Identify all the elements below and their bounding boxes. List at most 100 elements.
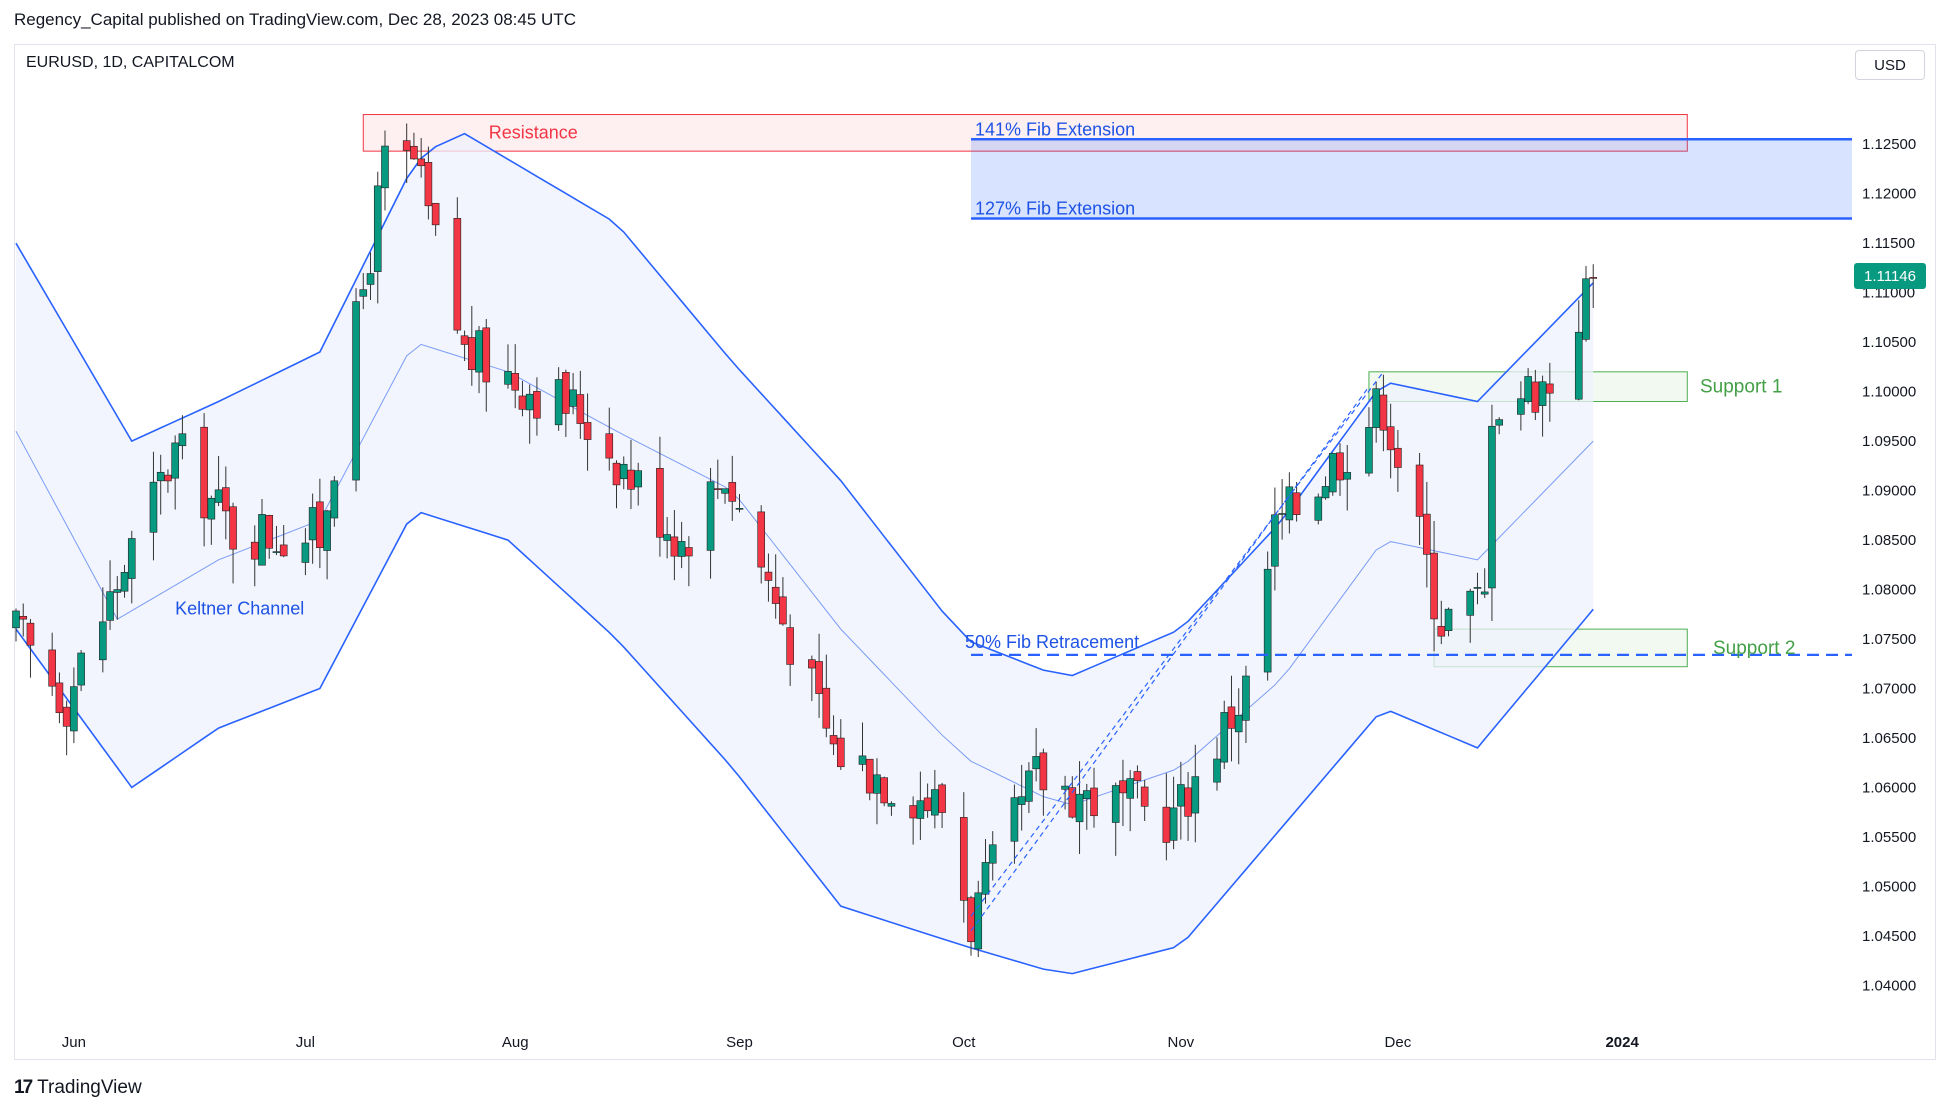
candle-body xyxy=(1379,394,1388,431)
candle-body xyxy=(460,335,469,345)
axes: 1.125001.120001.115001.110001.105001.100… xyxy=(62,136,1916,1051)
candle-body xyxy=(214,489,223,503)
x-tick-label: 2024 xyxy=(1605,1034,1639,1051)
candle-body xyxy=(605,433,614,459)
candle-body xyxy=(316,501,324,549)
x-tick-label: Oct xyxy=(952,1034,976,1051)
candle-body xyxy=(511,373,520,391)
candle-body xyxy=(771,586,780,604)
fib-extension-zone xyxy=(971,139,1852,219)
candle-body xyxy=(431,202,440,226)
candle-body xyxy=(1444,608,1453,631)
candle-body xyxy=(1394,447,1402,468)
candle-body xyxy=(627,469,635,490)
candle-body xyxy=(1582,278,1590,340)
candle-body xyxy=(1336,452,1344,481)
candle-body xyxy=(164,474,172,482)
candle-body xyxy=(19,616,28,620)
candle-body xyxy=(99,621,107,661)
keltner-label: Keltner Channel xyxy=(175,598,304,618)
candle-body xyxy=(12,610,20,629)
candle-body xyxy=(222,487,230,512)
symbol-title: EURUSD, 1D, CAPITALCOM xyxy=(26,54,235,71)
candle-body xyxy=(931,789,939,816)
candle-body xyxy=(525,393,534,411)
candle-body xyxy=(265,515,274,549)
y-tick-label: 1.09000 xyxy=(1862,483,1916,500)
candle-body xyxy=(677,541,686,557)
candle-body xyxy=(410,145,418,160)
candle-body xyxy=(1278,513,1286,515)
candle-body xyxy=(1524,376,1532,402)
candle-body xyxy=(55,682,64,714)
candle-body xyxy=(1082,790,1091,799)
candle-body xyxy=(909,805,917,819)
candle-body xyxy=(1437,625,1446,637)
candle-body xyxy=(359,289,368,297)
candle-body xyxy=(417,158,425,167)
candle-body xyxy=(938,784,946,813)
candle-body xyxy=(178,433,187,447)
tradingview-mark-icon: 17 xyxy=(14,1077,33,1098)
x-tick-label: Jul xyxy=(296,1034,315,1051)
candle-body xyxy=(1517,398,1525,415)
candle-body xyxy=(554,379,563,426)
candle-body xyxy=(619,463,628,480)
candle-body xyxy=(120,572,129,592)
tradingview-logo[interactable]: 17 TradingView xyxy=(14,1077,142,1099)
candle-body xyxy=(453,218,462,331)
currency-button[interactable]: USD xyxy=(1855,50,1925,80)
candle-body xyxy=(1061,785,1069,790)
candle-body xyxy=(381,145,389,189)
candle-body xyxy=(424,162,433,207)
candle-body xyxy=(62,706,71,727)
candle-body xyxy=(1263,568,1272,673)
candle-body xyxy=(1430,552,1438,620)
support-1-label: Support 1 xyxy=(1700,377,1782,398)
candle-body xyxy=(1032,756,1040,770)
candle-body xyxy=(1343,472,1352,480)
x-tick-label: Aug xyxy=(502,1034,529,1051)
candle-body xyxy=(1169,807,1178,841)
candle-body xyxy=(1162,806,1171,843)
candle-body xyxy=(1538,381,1547,406)
fib-extension-label: 141% Fib Extension xyxy=(975,119,1135,139)
publisher-caption: Regency_Capital published on TradingView… xyxy=(14,10,576,29)
candle-body xyxy=(1177,784,1185,807)
y-tick-label: 1.12000 xyxy=(1862,186,1916,203)
candle-body xyxy=(308,507,317,541)
candle-body xyxy=(1119,780,1127,794)
candle-body xyxy=(229,506,237,550)
candle-body xyxy=(366,273,375,285)
candle-body xyxy=(721,488,729,494)
y-tick-label: 1.08000 xyxy=(1862,582,1916,599)
candle-body xyxy=(1039,752,1048,791)
candle-body xyxy=(1090,787,1098,817)
candle-body xyxy=(1423,513,1431,555)
candle-body xyxy=(26,622,35,646)
candle-body xyxy=(612,462,621,486)
candle-body xyxy=(106,591,114,621)
keltner-channel: Keltner Channel xyxy=(15,132,1594,975)
y-tick-label: 1.05500 xyxy=(1862,829,1916,846)
candle-body xyxy=(779,596,787,625)
candle-body xyxy=(1466,590,1475,616)
candle-body xyxy=(829,735,838,745)
annotation-lines: 141% Fib Extension 127% Fib Extension 50% … xyxy=(489,119,1852,932)
candle-body xyxy=(323,510,331,551)
y-tick-label: 1.10500 xyxy=(1862,334,1916,351)
candle-body xyxy=(1415,464,1424,517)
candle-body xyxy=(533,391,541,419)
candle-body xyxy=(873,774,881,794)
annotation-zones xyxy=(362,114,1852,668)
zone-resistance xyxy=(362,114,1688,152)
candle-body xyxy=(1321,486,1330,499)
candle-body xyxy=(1126,778,1134,799)
x-tick-label: Sep xyxy=(726,1034,753,1051)
candle-body xyxy=(258,514,266,566)
candle-body xyxy=(1191,776,1200,814)
candle-body xyxy=(764,571,773,581)
keltner-upper-band xyxy=(15,132,1594,677)
candle-body xyxy=(1184,787,1192,817)
